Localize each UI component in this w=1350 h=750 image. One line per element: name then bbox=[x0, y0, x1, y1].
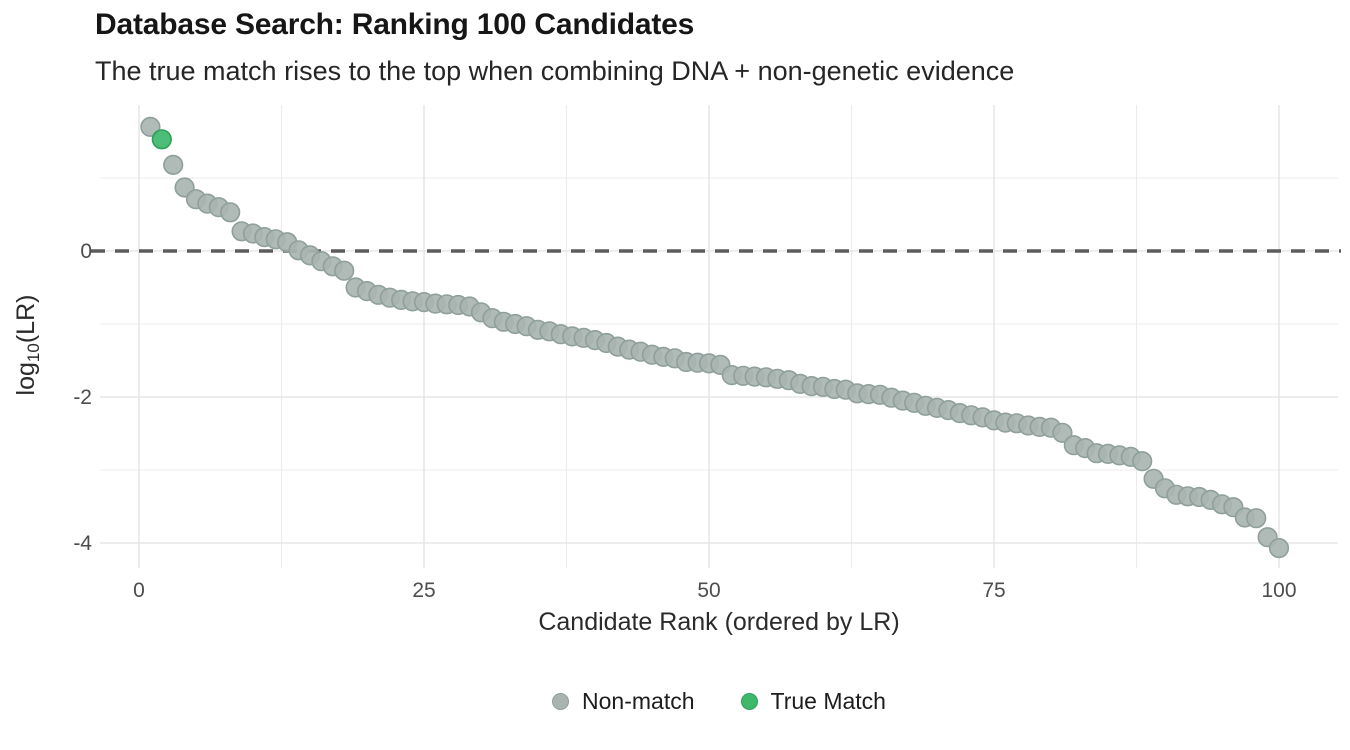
legend-item-true-match: True Match bbox=[740, 688, 886, 715]
y-axis-tick-labels: 0 -2 -4 bbox=[73, 240, 92, 555]
legend: Non-match True Match bbox=[0, 688, 1350, 715]
non-match-dot-icon bbox=[552, 693, 570, 710]
x-tick-label: 100 bbox=[1261, 579, 1296, 602]
true-match-point bbox=[151, 129, 172, 150]
chart-subtitle: The true match rises to the top when com… bbox=[95, 56, 1015, 86]
y-tick-label: 0 bbox=[80, 240, 92, 263]
legend-item-non-match: Non-match bbox=[552, 688, 695, 715]
gridlines-minor bbox=[100, 105, 1338, 568]
x-tick-label: 75 bbox=[982, 579, 1005, 602]
x-tick-label: 0 bbox=[133, 579, 145, 602]
data-points bbox=[140, 116, 1290, 559]
data-point bbox=[1052, 422, 1073, 443]
data-point bbox=[220, 202, 241, 223]
x-tick-label: 25 bbox=[412, 579, 435, 602]
legend-label-true-match: True Match bbox=[770, 688, 886, 714]
x-tick-label: 50 bbox=[697, 579, 720, 602]
chart-title: Database Search: Ranking 100 Candidates bbox=[95, 8, 695, 41]
y-tick-label: -4 bbox=[73, 532, 92, 555]
gridlines-major bbox=[100, 105, 1338, 568]
x-axis-title: Candidate Rank (ordered by LR) bbox=[538, 608, 899, 636]
data-point bbox=[140, 116, 161, 137]
legend-label-non-match: Non-match bbox=[582, 688, 695, 714]
y-axis-title: log10(LR) bbox=[12, 295, 43, 396]
data-point bbox=[1246, 508, 1267, 529]
data-point bbox=[334, 260, 355, 281]
data-point bbox=[1268, 537, 1290, 559]
true-match-dot-icon bbox=[740, 693, 758, 710]
y-tick-label: -2 bbox=[73, 386, 92, 409]
data-point bbox=[1132, 451, 1153, 472]
x-axis-tick-labels: 0 25 50 75 100 bbox=[133, 579, 1296, 602]
data-point bbox=[163, 154, 184, 175]
